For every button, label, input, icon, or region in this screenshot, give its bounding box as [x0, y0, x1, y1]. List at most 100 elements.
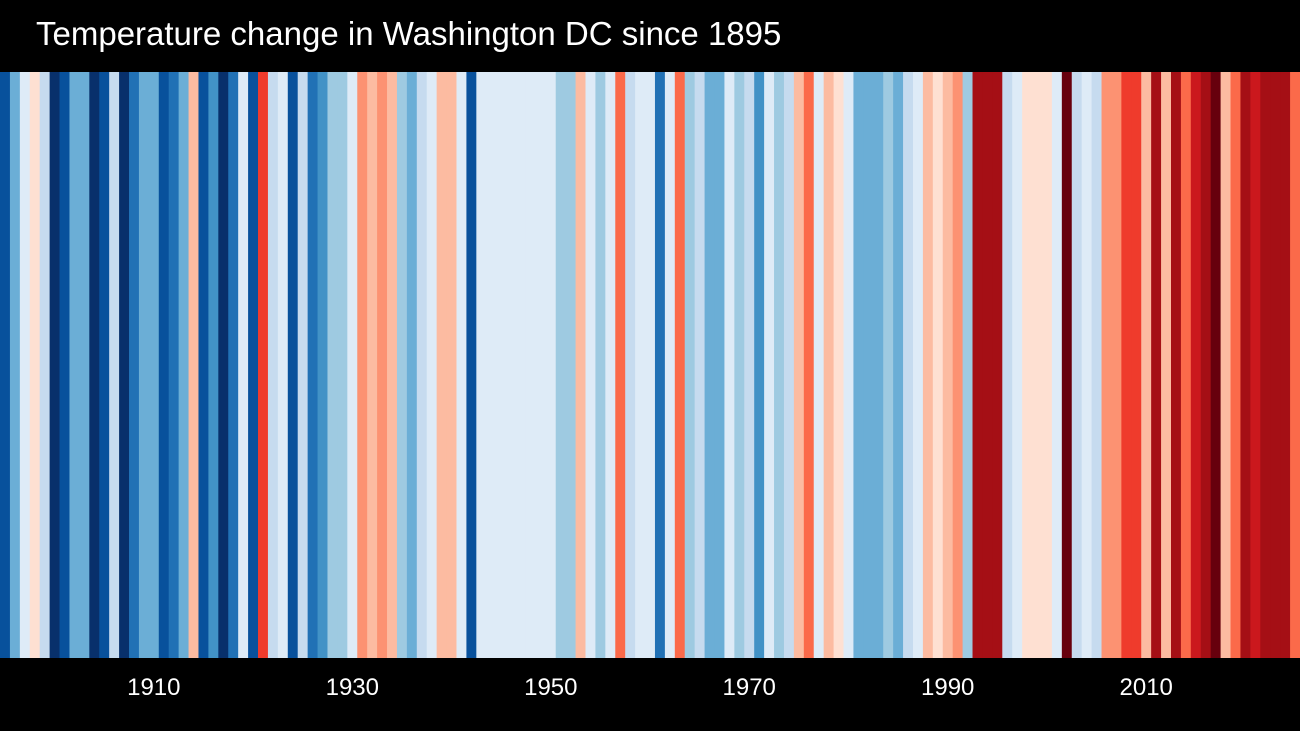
year-stripe-1897 — [19, 72, 31, 658]
year-stripe-2020 — [1240, 72, 1251, 658]
year-stripe-1906 — [109, 72, 120, 658]
year-stripe-1929 — [337, 72, 348, 658]
x-tick-label: 2010 — [1119, 674, 1173, 701]
year-stripe-1984 — [883, 72, 894, 658]
year-stripe-1911 — [158, 72, 170, 658]
year-stripe-1937 — [416, 72, 428, 658]
year-stripe-1985 — [893, 72, 904, 658]
year-stripe-1983 — [873, 72, 884, 658]
x-tick-label: 1910 — [127, 674, 181, 701]
year-stripe-1988 — [922, 72, 934, 658]
year-stripe-1976 — [803, 72, 815, 658]
year-stripe-1941 — [456, 72, 468, 658]
year-stripe-2004 — [1081, 72, 1093, 658]
year-stripe-2009 — [1131, 72, 1142, 658]
year-stripe-1974 — [783, 72, 795, 658]
year-stripe-1919 — [238, 72, 249, 658]
year-stripe-1943 — [476, 72, 487, 658]
year-stripe-1977 — [813, 72, 825, 658]
year-stripe-2003 — [1071, 72, 1083, 658]
year-stripe-1957 — [615, 72, 626, 658]
year-stripe-1996 — [1002, 72, 1013, 658]
year-stripe-2015 — [1190, 72, 1202, 658]
year-stripe-1944 — [486, 72, 497, 658]
year-stripe-2002 — [1061, 72, 1073, 658]
year-stripe-1982 — [863, 72, 874, 658]
year-stripe-1962 — [664, 72, 676, 658]
year-stripe-1932 — [367, 72, 378, 658]
year-stripe-2013 — [1170, 72, 1182, 658]
year-stripe-1960 — [645, 72, 656, 658]
year-stripe-1922 — [267, 72, 279, 658]
year-stripe-1951 — [555, 72, 567, 658]
year-stripe-1903 — [79, 72, 90, 658]
x-tick-label: 1990 — [920, 674, 975, 701]
year-stripe-1898 — [29, 72, 41, 658]
year-stripe-1918 — [228, 72, 239, 658]
year-stripe-1915 — [198, 72, 209, 658]
year-stripe-1975 — [793, 72, 805, 658]
year-stripe-1981 — [853, 72, 864, 658]
year-stripe-1899 — [39, 72, 51, 658]
year-stripe-1913 — [178, 72, 190, 658]
year-stripe-1970 — [744, 72, 755, 658]
year-stripe-2016 — [1200, 72, 1212, 658]
year-stripe-1946 — [506, 72, 517, 658]
year-stripe-1964 — [684, 72, 696, 658]
year-stripe-1901 — [59, 72, 71, 658]
year-stripe-1925 — [297, 72, 309, 658]
year-stripe-1966 — [704, 72, 716, 658]
year-stripe-1945 — [496, 72, 507, 658]
year-stripe-1940 — [446, 72, 458, 658]
year-stripe-2001 — [1051, 72, 1063, 658]
year-stripe-1910 — [148, 72, 160, 658]
year-stripe-1993 — [972, 72, 984, 658]
year-stripe-2012 — [1161, 72, 1172, 658]
year-stripe-1905 — [99, 72, 110, 658]
year-stripe-1987 — [912, 72, 924, 658]
year-stripe-2017 — [1210, 72, 1222, 658]
year-stripe-1914 — [188, 72, 200, 658]
year-stripe-undefined — [1270, 72, 1281, 658]
year-stripe-2005 — [1091, 72, 1103, 658]
year-stripe-1909 — [138, 72, 150, 658]
warming-stripes-chart — [0, 72, 1300, 658]
year-stripe-2014 — [1180, 72, 1192, 658]
year-stripe-1934 — [387, 72, 398, 658]
year-stripe-1936 — [406, 72, 418, 658]
year-stripe-2011 — [1151, 72, 1162, 658]
year-stripe-1967 — [714, 72, 726, 658]
x-tick-label: 1930 — [325, 674, 379, 701]
year-stripe-2019 — [1230, 72, 1242, 658]
year-stripe-2008 — [1121, 72, 1132, 658]
year-stripe-1907 — [119, 72, 130, 658]
x-tick-label: 1970 — [722, 674, 776, 701]
year-stripe-1972 — [764, 72, 775, 658]
year-stripe-undefined — [1290, 72, 1300, 658]
year-stripe-2022 — [1260, 72, 1271, 658]
year-stripe-1958 — [625, 72, 636, 658]
year-stripe-1971 — [754, 72, 765, 658]
year-stripe-1949 — [535, 72, 547, 658]
year-stripe-1900 — [49, 72, 61, 658]
year-stripe-1973 — [774, 72, 785, 658]
year-stripe-1948 — [525, 72, 537, 658]
year-stripe-1904 — [89, 72, 100, 658]
year-stripe-2010 — [1141, 72, 1152, 658]
year-stripe-1921 — [258, 72, 269, 658]
year-stripe-1895 — [0, 72, 11, 658]
year-stripe-1902 — [69, 72, 80, 658]
year-stripe-1952 — [565, 72, 577, 658]
year-stripe-1939 — [436, 72, 448, 658]
year-stripe-1991 — [952, 72, 964, 658]
year-stripe-1933 — [377, 72, 388, 658]
year-stripe-1992 — [962, 72, 974, 658]
year-stripe-1979 — [833, 72, 845, 658]
year-stripe-1912 — [168, 72, 180, 658]
year-stripe-2018 — [1220, 72, 1232, 658]
year-stripe-2021 — [1250, 72, 1261, 658]
year-stripe-1935 — [396, 72, 408, 658]
year-stripe-1986 — [903, 72, 914, 658]
year-stripe-1999 — [1032, 72, 1043, 658]
year-stripe-1953 — [575, 72, 587, 658]
